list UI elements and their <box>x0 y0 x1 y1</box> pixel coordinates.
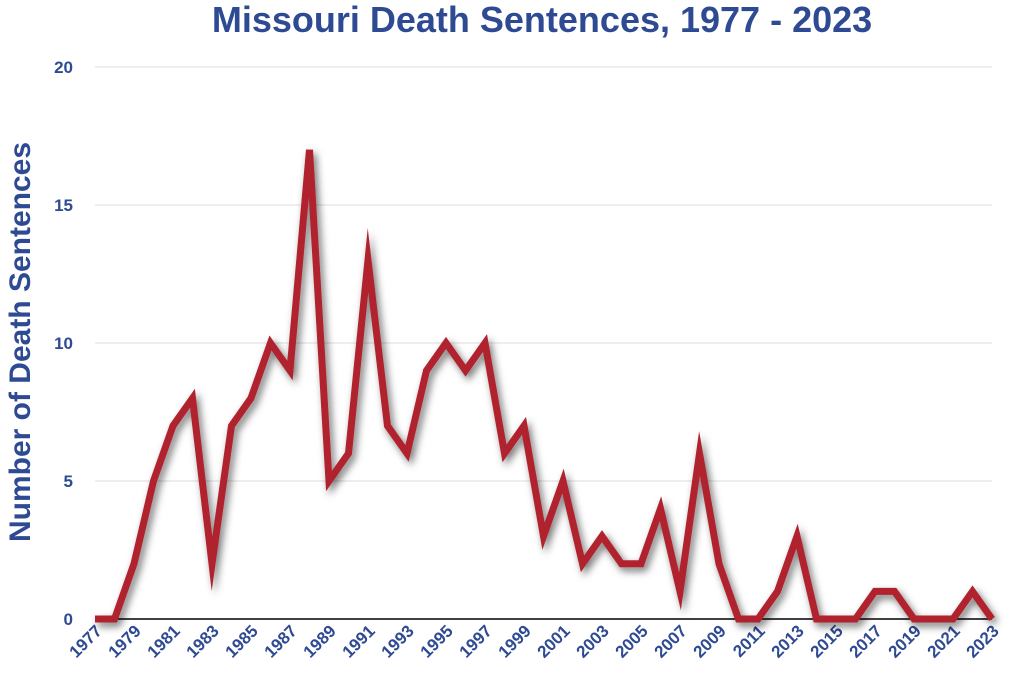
x-tick-label: 1997 <box>456 621 496 661</box>
x-tick-label: 1991 <box>339 621 379 661</box>
x-tick-label: 2007 <box>651 621 691 661</box>
y-axis-title: Number of Death Sentences <box>4 142 37 542</box>
x-tick-label: 2011 <box>729 621 769 661</box>
x-tick-label: 2021 <box>924 621 964 661</box>
y-tick-label: 0 <box>64 610 73 629</box>
y-tick-label: 5 <box>64 472 73 491</box>
x-tick-label: 2009 <box>690 621 730 661</box>
x-tick-label: 1989 <box>300 621 340 661</box>
x-tick-label: 1995 <box>417 621 457 661</box>
x-tick-label: 1979 <box>105 621 145 661</box>
x-tick-label: 2003 <box>573 621 613 661</box>
x-tick-label: 1993 <box>378 621 418 661</box>
x-tick-label: 2005 <box>612 621 652 661</box>
series-layer <box>95 149 995 623</box>
y-tick-labels: 0 5 10 15 20 <box>54 58 73 629</box>
chart-title: Missouri Death Sentences, 1977 - 2023 <box>212 0 872 40</box>
x-tick-label: 1987 <box>261 621 301 661</box>
x-tick-label: 2019 <box>885 621 925 661</box>
x-tick-labels: 1977197919811983198519871989199119931995… <box>66 621 1003 661</box>
x-tick-label: 1983 <box>183 621 223 661</box>
x-tick-label: 2013 <box>768 621 808 661</box>
y-tick-label: 10 <box>54 334 73 353</box>
x-tick-label: 2023 <box>963 621 1003 661</box>
series-line <box>95 149 995 623</box>
x-tick-label: 2015 <box>807 621 847 661</box>
x-tick-label: 1985 <box>222 621 262 661</box>
x-tick-label: 1981 <box>144 621 184 661</box>
y-tick-label: 15 <box>54 196 73 215</box>
y-tick-label: 20 <box>54 58 73 77</box>
x-tick-label: 2017 <box>846 621 886 661</box>
x-tick-label: 1999 <box>495 621 535 661</box>
x-tick-label: 2001 <box>534 621 574 661</box>
